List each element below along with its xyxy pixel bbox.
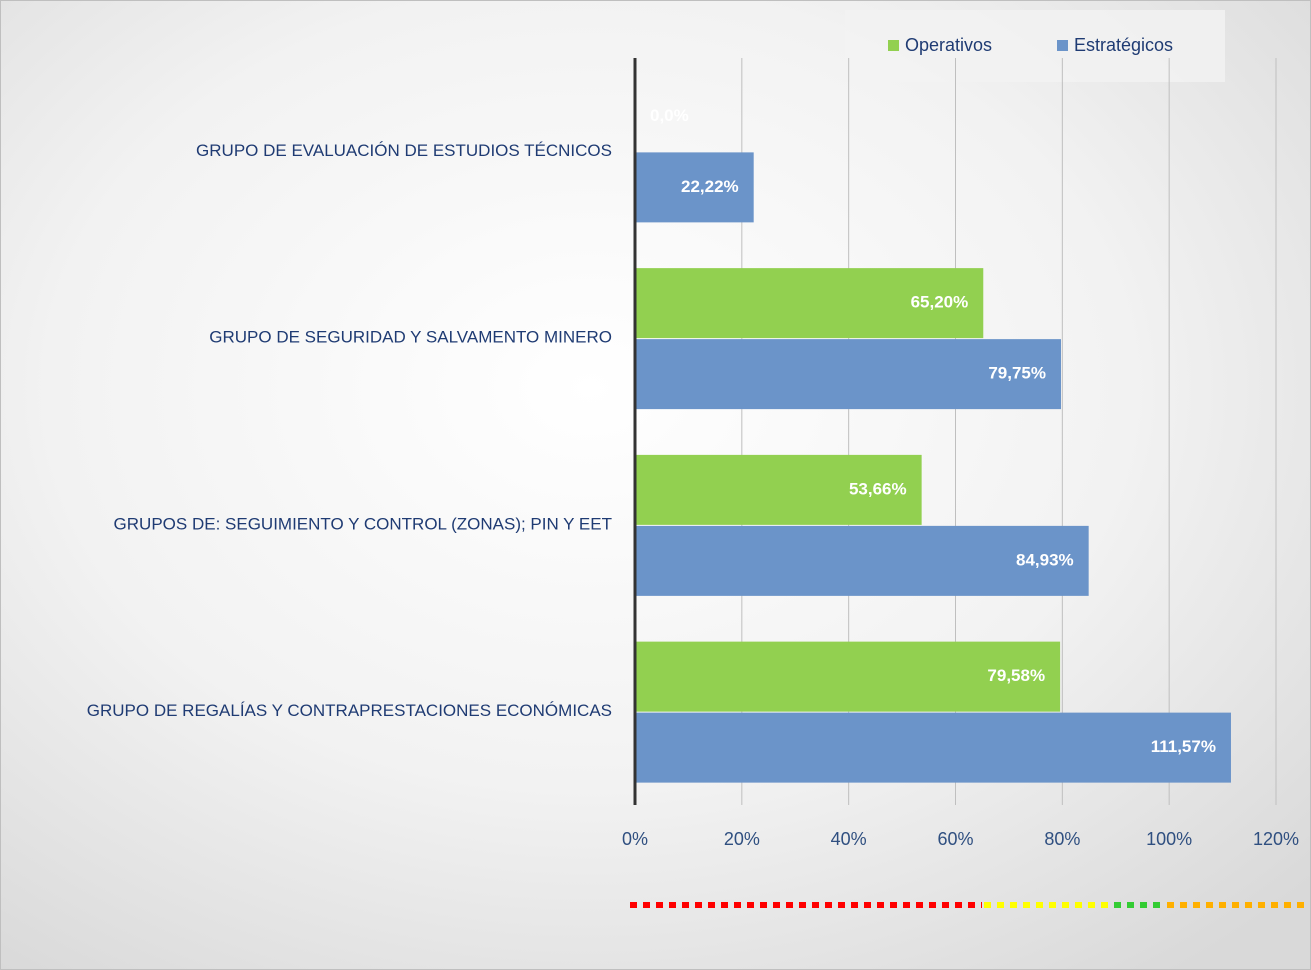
value-label: 65,20% <box>911 293 969 312</box>
x-tick-label: 20% <box>724 829 760 849</box>
bar <box>635 525 1089 596</box>
bar <box>635 641 1061 712</box>
value-label: 84,93% <box>1016 550 1074 569</box>
x-tick-label: 80% <box>1044 829 1080 849</box>
legend-box <box>845 10 1225 82</box>
legend-label: Operativos <box>905 35 992 55</box>
category-label: GRUPO DE EVALUACIÓN DE ESTUDIOS TÉCNICOS <box>196 141 612 160</box>
legend-swatch <box>1057 40 1068 51</box>
bar <box>635 454 922 525</box>
x-tick-label: 120% <box>1253 829 1299 849</box>
x-tick-label: 40% <box>831 829 867 849</box>
value-label: 79,75% <box>988 364 1046 383</box>
value-label: 0,0% <box>650 106 689 125</box>
value-label: 79,58% <box>987 666 1045 685</box>
category-label: GRUPOS DE: SEGUIMIENTO Y CONTROL (ZONAS)… <box>114 514 612 533</box>
bar <box>635 712 1231 783</box>
x-tick-label: 100% <box>1146 829 1192 849</box>
value-label: 111,57% <box>1151 737 1216 756</box>
bar <box>635 152 754 223</box>
value-label: 22,22% <box>681 177 739 196</box>
x-tick-label: 60% <box>937 829 973 849</box>
category-label: GRUPO DE SEGURIDAD Y SALVAMENTO MINERO <box>209 328 612 347</box>
legend-swatch <box>888 40 899 51</box>
category-label: GRUPO DE REGALÍAS Y CONTRAPRESTACIONES E… <box>87 701 612 720</box>
legend-label: Estratégicos <box>1074 35 1173 55</box>
bar <box>635 268 984 339</box>
value-label: 53,66% <box>849 479 907 498</box>
x-tick-label: 0% <box>622 829 648 849</box>
bar <box>635 339 1061 410</box>
